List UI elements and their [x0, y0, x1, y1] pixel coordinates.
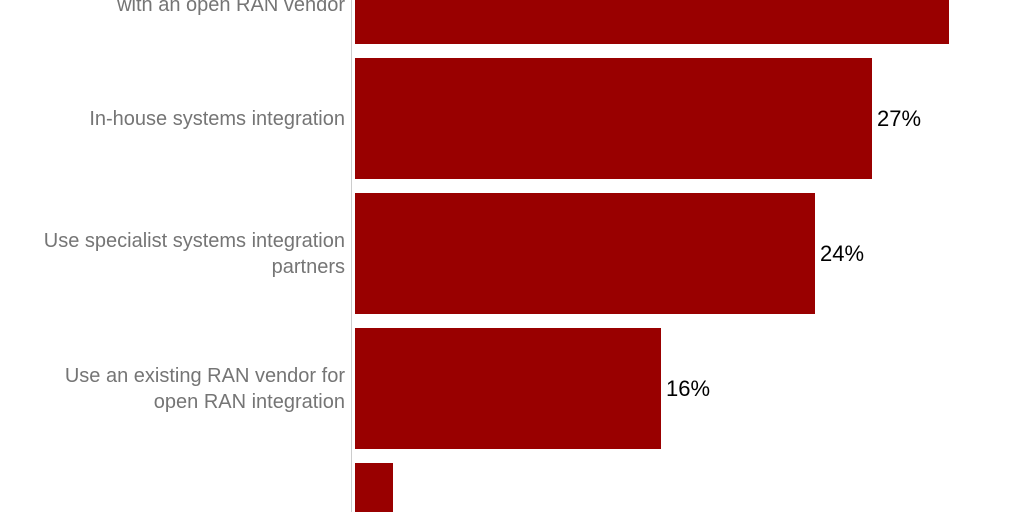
bar-segment: [355, 328, 661, 449]
value-label: 24%: [820, 240, 865, 266]
category-label-line: open RAN integration: [153, 390, 345, 413]
category-label: with an open RAN vendor: [0, 0, 345, 65]
category-label-line: Use an existing RAN vendor for: [64, 364, 345, 387]
value-label: 27%: [877, 105, 922, 131]
category-label: Use specialist systems integration partne…: [0, 193, 345, 314]
bar-segment: [355, 0, 949, 44]
category-label-line: with an open RAN vendor: [117, 0, 345, 16]
y-axis-line: [351, 0, 352, 512]
category-label-line: Use specialist systems integration: [43, 229, 345, 252]
category-label-line: In-house systems integration: [89, 107, 345, 130]
category-label: Use an existing RAN vendor for open RAN i…: [0, 328, 345, 449]
value-label: 16%: [666, 375, 711, 401]
bar-segment: [355, 193, 815, 314]
bar-segment: [355, 58, 872, 179]
category-label: In-house systems integration: [0, 58, 345, 179]
bar-segment: [355, 463, 393, 512]
category-label-line: partners: [271, 255, 345, 278]
